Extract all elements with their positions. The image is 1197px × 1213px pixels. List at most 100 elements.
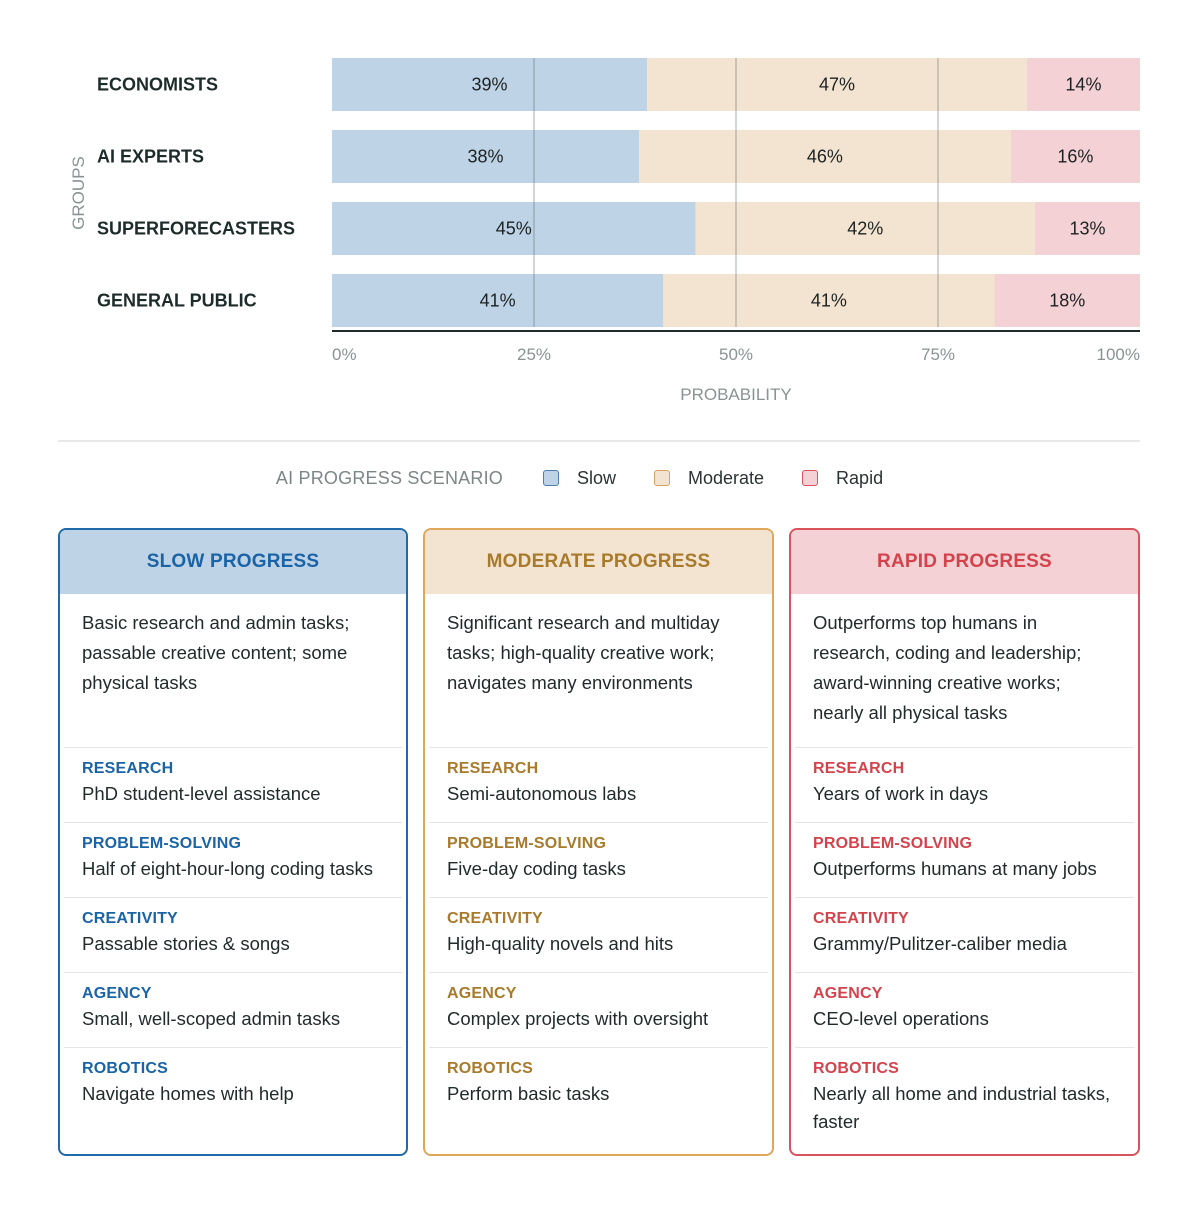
row-value: Grammy/Pulitzer-caliber media: [813, 933, 1067, 954]
bar-slow: [332, 202, 696, 255]
card-description: Outperforms top humans in research, codi…: [795, 594, 1134, 748]
data-label: 18%: [1049, 291, 1085, 311]
data-label: 16%: [1057, 147, 1093, 167]
tick-label: 50%: [719, 345, 753, 364]
card-row-research: RESEARCH Years of work in days: [795, 748, 1134, 823]
row-label: AGENCY: [447, 985, 517, 1002]
card-row-creativity: CREATIVITY Grammy/Pulitzer-caliber media: [795, 898, 1134, 973]
legend: AI PROGRESS SCENARIO Slow Moderate Rapid: [0, 462, 1197, 494]
row-value: Years of work in days: [813, 783, 989, 804]
row-label: CREATIVITY: [82, 910, 178, 927]
data-label: 14%: [1065, 75, 1101, 95]
legend-swatch-slow: [542, 470, 559, 486]
category-label: AI EXPERTS: [97, 147, 204, 167]
card-row-robotics: ROBOTICS Nearly all home and industrial …: [795, 1048, 1134, 1152]
row-label: PROBLEM-SOLVING: [82, 835, 242, 852]
bar-rapid: [1026, 58, 1140, 111]
row-value: Half of eight-hour-long coding tasks: [82, 858, 374, 879]
row-value: Five-day coding tasks: [447, 858, 626, 879]
bar-moderate: [663, 274, 995, 327]
data-label: 46%: [807, 147, 843, 167]
row-label: ROBOTICS: [813, 1060, 900, 1077]
row-label: AGENCY: [813, 985, 883, 1002]
row-label: AGENCY: [82, 985, 152, 1002]
legend-swatch-moderate: [654, 470, 670, 486]
row-label: PROBLEM-SOLVING: [447, 835, 607, 852]
card-row-agency: AGENCY CEO-level operations: [795, 973, 1134, 1048]
row-label: ROBOTICS: [447, 1060, 534, 1077]
bar-rapid: [1010, 130, 1140, 183]
legend-label-moderate: Moderate: [688, 467, 765, 488]
bar-slow: [332, 130, 640, 183]
data-label: 38%: [468, 147, 504, 167]
slow-progress-card: SLOW PROGRESS Basic research and admin t…: [58, 528, 408, 1156]
category-label: GENERAL PUBLIC: [97, 291, 257, 311]
data-label: 45%: [496, 219, 532, 239]
card-row-robotics: ROBOTICS Perform basic tasks: [429, 1048, 768, 1123]
card-title: SLOW PROGRESS: [60, 530, 406, 594]
bar-moderate: [695, 202, 1035, 255]
card-row-robotics: ROBOTICS Navigate homes with help: [64, 1048, 402, 1123]
bar-rapid: [994, 274, 1140, 327]
bar-slow: [332, 274, 664, 327]
moderate-progress-card: MODERATE PROGRESS Significant research a…: [423, 528, 774, 1156]
row-label: PROBLEM-SOLVING: [813, 835, 973, 852]
card-row-research: RESEARCH PhD student-level assistance: [64, 748, 402, 823]
row-value: Nearly all home and industrial tasks, fa…: [813, 1083, 1111, 1132]
card-title: RAPID PROGRESS: [791, 530, 1138, 594]
card-title: MODERATE PROGRESS: [425, 530, 772, 594]
legend-item-rapid: Rapid: [802, 468, 883, 489]
bar-moderate: [647, 58, 1027, 111]
row-label: RESEARCH: [447, 760, 539, 777]
legend-label-slow: Slow: [576, 467, 616, 488]
row-label: CREATIVITY: [813, 910, 909, 927]
card-description: Significant research and multiday tasks;…: [429, 594, 768, 748]
legend-item-moderate: Moderate: [654, 468, 764, 489]
data-label: 13%: [1069, 219, 1105, 239]
data-label: 41%: [811, 291, 847, 311]
row-value: PhD student-level assistance: [82, 783, 321, 804]
bar-slow: [332, 58, 648, 111]
row-value: Small, well-scoped admin tasks: [82, 1008, 341, 1029]
category-label: SUPERFORECASTERS: [97, 219, 295, 239]
row-value: Semi-autonomous labs: [447, 783, 637, 804]
stacked-bar-chart: 39% 47% 14% ECONOMISTS 38% 46% 16% AI EXPERTS 45…: [69, 58, 1140, 404]
card-row-creativity: CREATIVITY High-quality novels and hits: [429, 898, 768, 973]
card-row-creativity: CREATIVITY Passable stories & songs: [64, 898, 402, 973]
data-label: 42%: [847, 219, 883, 239]
row-value: Outperforms humans at many jobs: [813, 858, 1097, 879]
legend-item-slow: Slow: [542, 467, 616, 489]
row-label: RESEARCH: [82, 760, 174, 777]
card-row-problem-solving: PROBLEM-SOLVING Outperforms humans at ma…: [795, 823, 1134, 898]
row-value: CEO-level operations: [813, 1008, 989, 1029]
row-value: Complex projects with oversight: [447, 1008, 709, 1029]
card-row-agency: AGENCY Complex projects with oversight: [429, 973, 768, 1048]
data-label: 47%: [819, 75, 855, 95]
card-description: Basic research and admin tasks; passable…: [64, 594, 402, 748]
section-divider: [58, 440, 1140, 442]
card-row-problem-solving: PROBLEM-SOLVING Half of eight-hour-long …: [64, 823, 402, 898]
legend-label-rapid: Rapid: [836, 467, 884, 488]
row-value: Passable stories & songs: [82, 933, 290, 954]
tick-label: 100%: [1097, 345, 1140, 364]
row-label: RESEARCH: [813, 760, 905, 777]
bar-moderate: [639, 130, 1011, 183]
category-label: ECONOMISTS: [97, 75, 218, 95]
tick-label: 75%: [921, 345, 955, 364]
data-label: 39%: [472, 75, 508, 95]
row-value: Navigate homes with help: [82, 1083, 294, 1104]
card-row-research: RESEARCH Semi-autonomous labs: [429, 748, 768, 823]
card-row-problem-solving: PROBLEM-SOLVING Five-day coding tasks: [429, 823, 768, 898]
tick-label: 0%: [332, 345, 357, 364]
x-axis-title: PROBABILITY: [680, 385, 791, 404]
rapid-progress-card: RAPID PROGRESS Outperforms top humans in…: [789, 528, 1140, 1156]
row-label: CREATIVITY: [447, 910, 543, 927]
legend-title: AI PROGRESS SCENARIO: [275, 467, 503, 488]
data-label: 41%: [480, 291, 516, 311]
legend-swatch-rapid: [802, 470, 819, 486]
row-value: Perform basic tasks: [447, 1083, 610, 1104]
row-label: ROBOTICS: [82, 1060, 169, 1077]
y-axis-title: GROUPS: [69, 156, 88, 230]
tick-label: 25%: [517, 345, 551, 364]
card-row-agency: AGENCY Small, well-scoped admin tasks: [64, 973, 402, 1048]
